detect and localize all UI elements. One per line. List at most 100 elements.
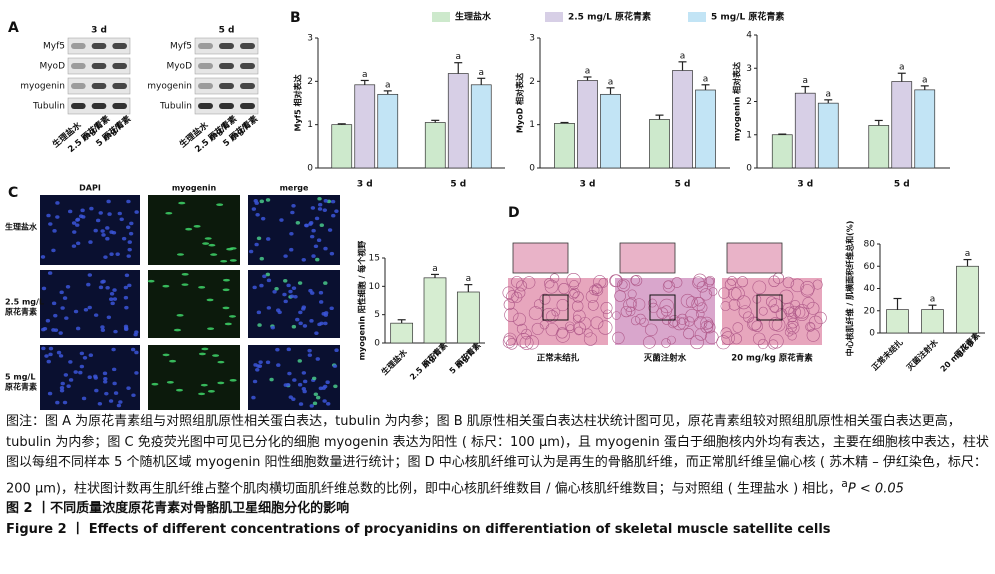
y-axis-label: Myf5 相对表达	[293, 74, 303, 131]
fiber	[753, 332, 766, 345]
cell	[59, 290, 64, 295]
fiber	[545, 323, 559, 337]
cell	[181, 283, 189, 286]
blot-band	[240, 43, 255, 49]
cell	[265, 198, 271, 202]
bar	[577, 80, 598, 169]
cell	[248, 249, 254, 254]
blot-band	[91, 43, 107, 49]
cell	[127, 247, 132, 252]
fiber	[742, 311, 755, 323]
cell	[304, 223, 309, 228]
cell	[48, 346, 54, 351]
blot-row-label: myogenin	[20, 82, 65, 92]
panel-label: A	[8, 20, 19, 36]
cell	[279, 218, 284, 222]
significance-label: a	[362, 70, 368, 80]
legend-swatch	[432, 12, 450, 22]
fiber	[800, 280, 815, 296]
cell	[126, 254, 131, 258]
cell	[208, 243, 216, 247]
fiber	[787, 331, 797, 341]
blot-band	[198, 43, 213, 49]
fiber	[685, 296, 698, 309]
cell	[314, 216, 320, 221]
blot-band	[71, 43, 86, 49]
fiber	[814, 311, 827, 325]
fiber	[768, 339, 779, 350]
cell	[47, 271, 53, 275]
fiber	[694, 316, 708, 330]
fiber	[626, 297, 637, 308]
cell	[128, 231, 134, 236]
cell	[110, 301, 115, 306]
cell	[256, 236, 262, 241]
cell	[112, 288, 117, 292]
fiber	[572, 314, 582, 324]
cell	[185, 227, 193, 231]
cell	[266, 237, 271, 241]
cell	[124, 305, 129, 310]
cell	[109, 291, 115, 296]
image-label: 20 mg/kg 原花青素	[731, 353, 813, 364]
fiber	[516, 333, 531, 348]
cell	[288, 289, 293, 294]
y-tick-label: 20	[864, 306, 876, 316]
y-tick-label: 2	[529, 77, 535, 87]
bar	[817, 102, 839, 169]
blot-row-label: Tubulin	[32, 102, 65, 112]
cell	[325, 380, 330, 385]
cell	[123, 295, 129, 300]
fiber	[506, 290, 519, 303]
y-tick-label: 10	[369, 282, 381, 292]
cell	[301, 387, 307, 391]
significance-label: a	[680, 51, 686, 61]
cell	[162, 353, 170, 357]
cell	[41, 346, 46, 351]
cell	[287, 371, 292, 376]
y-axis-label: myogenin 阳性细胞 / 每个视野	[357, 241, 367, 361]
y-tick-label: 3	[529, 34, 535, 44]
cell	[315, 395, 321, 400]
cell	[282, 292, 287, 297]
cell	[41, 286, 47, 291]
cell	[251, 395, 256, 400]
error-bar	[560, 121, 569, 124]
cell	[133, 332, 138, 337]
fiber	[806, 301, 820, 315]
cell	[291, 324, 297, 329]
cell	[105, 236, 110, 241]
fiber	[690, 335, 704, 350]
cell	[322, 399, 327, 403]
panel-label: D	[508, 205, 520, 221]
fiber	[625, 306, 636, 317]
cell	[111, 367, 117, 372]
fiber	[757, 338, 769, 350]
error-bar	[801, 85, 810, 94]
histology	[508, 278, 608, 345]
fiber	[502, 335, 516, 349]
cell	[289, 247, 294, 252]
cell	[291, 286, 297, 290]
cell	[45, 318, 51, 323]
cell	[123, 285, 129, 290]
fiber	[770, 304, 780, 314]
fiber	[705, 275, 715, 286]
fiber	[790, 278, 805, 293]
cell	[178, 201, 186, 205]
fiber	[648, 298, 657, 308]
zoom-box	[756, 294, 783, 321]
cell	[103, 376, 108, 381]
legend-label: 生理盐水	[455, 11, 492, 23]
cell	[101, 233, 106, 237]
caption: 图注：图 A 为原花青素组与对照组肌原性相关蛋白表达，tubulin 为内参；图…	[6, 412, 991, 540]
x-tick-label: 5 d	[894, 180, 910, 190]
cell	[222, 278, 230, 282]
cell	[119, 217, 124, 222]
image-label: 灭菌注射水	[643, 353, 687, 364]
cell	[88, 353, 94, 358]
fiber	[618, 280, 628, 290]
cell	[52, 229, 57, 233]
fiber	[732, 322, 744, 333]
